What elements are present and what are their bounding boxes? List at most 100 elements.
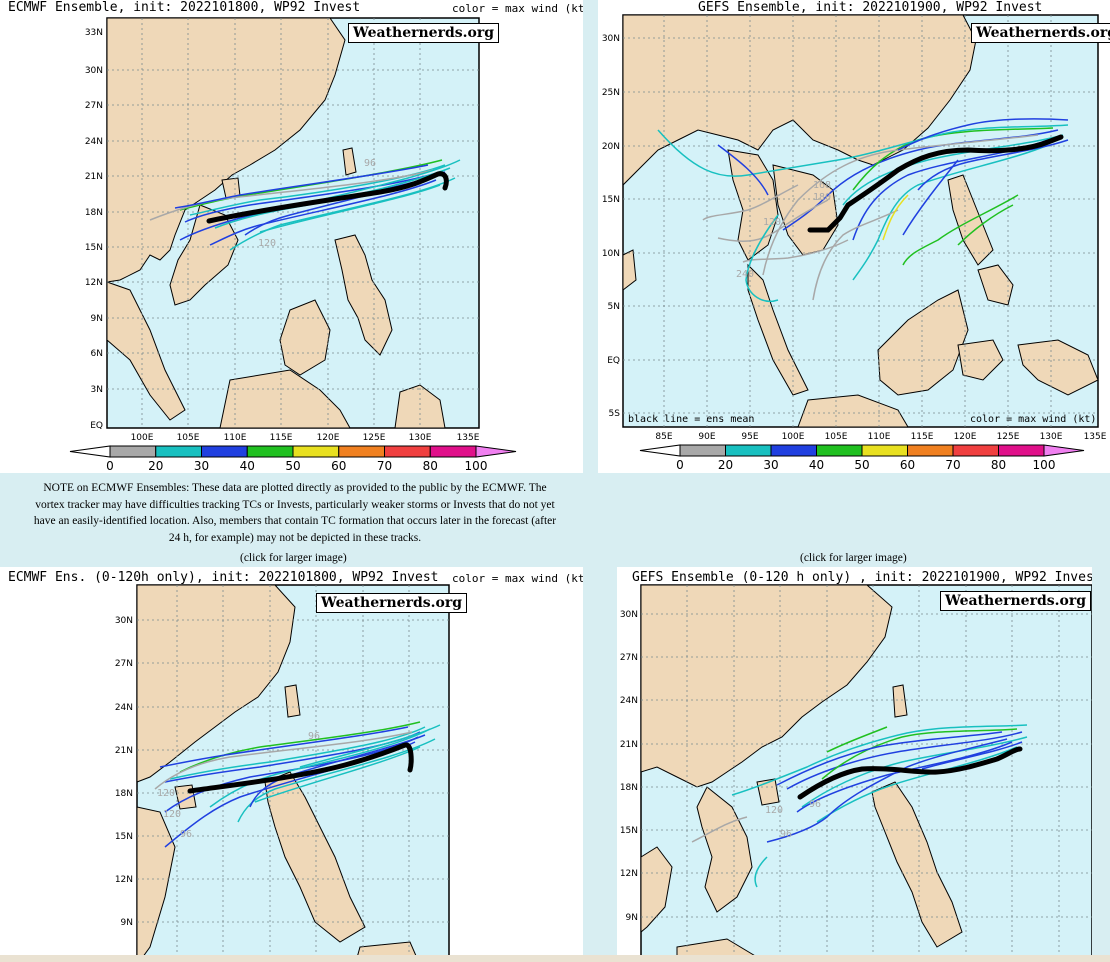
land <box>640 584 963 962</box>
svg-text:9N: 9N <box>626 913 638 923</box>
grid <box>137 585 449 962</box>
svg-text:30N: 30N <box>602 34 620 44</box>
color-key-label: color = max wind (kt) <box>452 572 583 585</box>
gefs-map[interactable]: 168 180 120 240 30N 25N 20N 15N 10N 5N E… <box>598 0 1110 473</box>
gefs-colorbar-arrow-low <box>639 444 681 457</box>
panel-title: GEFS Ensemble (0-120 h only) , init: 202… <box>632 570 1092 585</box>
ecmwf-colorbar-tick-label: 80 <box>423 459 438 473</box>
gefs-120h-map[interactable]: 120 96 96 30N 27N 24N 21N 18N 15N 12N 9N <box>617 567 1092 962</box>
bottom-strip <box>0 955 1110 962</box>
ecmwf-map[interactable]: 96 120 33N 30N 27N 24N 21N 18N 15N 12N 9… <box>0 0 583 473</box>
svg-text:24N: 24N <box>620 696 638 706</box>
svg-text:27N: 27N <box>115 659 133 669</box>
track-label-120-a: 120 <box>157 788 175 799</box>
ensemble-mean-track <box>187 742 414 794</box>
svg-text:33N: 33N <box>85 28 103 38</box>
ecmwf-120h-panel[interactable]: 96 120 120 96 30N 27N 24N 21N 18N 15N 12… <box>0 567 583 962</box>
click-for-larger-right[interactable]: (click for larger image) <box>800 552 907 564</box>
lat-labels: 30N 27N 24N 21N 18N 15N 12N 9N <box>115 616 133 928</box>
track-label-96: 96 <box>308 731 320 742</box>
svg-text:27N: 27N <box>85 101 103 111</box>
gefs-colorbar-swatch <box>816 444 863 457</box>
gefs-colorbar-tick-label: 40 <box>809 458 824 472</box>
ensemble-tracks <box>149 159 461 251</box>
ecmwf-colorbar-tick-label: 70 <box>377 459 392 473</box>
gefs-colorbar-swatch <box>907 444 954 457</box>
ensemble-mean-track <box>797 746 1023 800</box>
lat-labels: 30N 25N 20N 15N 10N 5N EQ 5S <box>602 34 620 419</box>
svg-text:18N: 18N <box>115 789 133 799</box>
panel-title: ECMWF Ens. (0-120h only), init: 20221018… <box>8 570 439 585</box>
ecmwf-colorbar-swatch <box>292 445 340 458</box>
color-key-label: color = max wind (kt) <box>970 414 1096 425</box>
gefs-colorbar-tick-label: 50 <box>854 458 869 472</box>
panel-title: ECMWF Ensemble, init: 2022101800, WP92 I… <box>8 0 361 15</box>
land <box>106 17 446 429</box>
svg-text:18N: 18N <box>620 783 638 793</box>
svg-text:25N: 25N <box>602 88 620 98</box>
svg-text:110E: 110E <box>224 433 247 443</box>
svg-text:18N: 18N <box>85 208 103 218</box>
gefs-120h-panel[interactable]: 120 96 96 30N 27N 24N 21N 18N 15N 12N 9N… <box>617 567 1092 962</box>
svg-text:100E: 100E <box>782 432 805 442</box>
lat-labels: 33N 30N 27N 24N 21N 18N 15N 12N 9N 6N 3N… <box>85 28 103 431</box>
svg-text:105E: 105E <box>825 432 848 442</box>
svg-text:100E: 100E <box>131 433 154 443</box>
ecmwf-colorbar-tick-label: 100 <box>465 459 488 473</box>
svg-text:21N: 21N <box>85 172 103 182</box>
svg-text:6N: 6N <box>91 349 103 359</box>
watermark: Weathernerds.org <box>940 591 1091 611</box>
track-label-120: 120 <box>763 217 781 228</box>
track-label-120-b: 120 <box>163 809 181 820</box>
svg-text:30N: 30N <box>85 66 103 76</box>
watermark: Weathernerds.org <box>971 23 1110 43</box>
svg-text:12N: 12N <box>115 875 133 885</box>
gefs-ensemble-panel[interactable]: 168 180 120 240 30N 25N 20N 15N 10N 5N E… <box>598 0 1110 473</box>
gefs-colorbar-tick-label: 100 <box>1033 458 1056 472</box>
svg-text:12N: 12N <box>620 869 638 879</box>
ecmwf-colorbar-swatch <box>384 445 431 458</box>
track-label-168: 168 <box>813 180 831 191</box>
ecmwf-colorbar-swatch <box>109 445 157 458</box>
mean-line-legend: black line = ens mean <box>628 414 754 425</box>
gefs-colorbar-swatch <box>770 444 817 457</box>
svg-text:30N: 30N <box>115 616 133 626</box>
watermark: Weathernerds.org <box>316 593 467 613</box>
ecmwf-ensemble-panel[interactable]: 96 120 33N 30N 27N 24N 21N 18N 15N 12N 9… <box>0 0 583 473</box>
color-bar: 0 20 30 40 50 60 70 80 100 <box>639 444 1085 472</box>
ensemble-tracks <box>154 721 441 848</box>
ensemble-mean-track <box>206 171 449 224</box>
svg-text:9N: 9N <box>91 314 103 324</box>
svg-text:125E: 125E <box>997 432 1020 442</box>
svg-text:115E: 115E <box>911 432 934 442</box>
svg-text:95E: 95E <box>741 432 758 442</box>
gefs-colorbar-tick-label: 30 <box>763 458 778 472</box>
ecmwf-120h-map[interactable]: 96 120 120 96 30N 27N 24N 21N 18N 15N 12… <box>0 567 583 962</box>
ecmwf-colorbar-swatch <box>429 445 477 458</box>
svg-text:130E: 130E <box>409 433 432 443</box>
svg-text:20N: 20N <box>602 142 620 152</box>
ecmwf-note: NOTE on ECMWF Ensembles: These data are … <box>33 482 557 544</box>
track-label-96-b: 96 <box>780 829 792 840</box>
ecmwf-colorbar-swatch <box>246 445 294 458</box>
svg-text:115E: 115E <box>270 433 293 443</box>
gefs-colorbar-tick-label: 80 <box>991 458 1006 472</box>
color-key-label: color = max wind (kt) <box>452 2 583 15</box>
ecmwf-colorbar-tick-label: 50 <box>285 459 300 473</box>
svg-text:135E: 135E <box>1084 432 1107 442</box>
gefs-colorbar-tick-label: 70 <box>945 458 960 472</box>
svg-text:15N: 15N <box>602 195 620 205</box>
track-label-96-a: 96 <box>809 799 821 810</box>
svg-text:120E: 120E <box>954 432 977 442</box>
click-for-larger-left[interactable]: (click for larger image) <box>240 552 347 564</box>
ecmwf-colorbar-tick-label: 20 <box>148 459 163 473</box>
ecmwf-colorbar-tick-label: 30 <box>194 459 209 473</box>
ensemble-mean-track <box>807 134 1064 233</box>
gefs-colorbar-swatch <box>861 444 908 457</box>
svg-text:125E: 125E <box>363 433 386 443</box>
svg-text:12N: 12N <box>85 278 103 288</box>
ecmwf-colorbar-arrow-low <box>69 445 111 458</box>
gefs-colorbar-swatch <box>952 444 999 457</box>
ecmwf-colorbar-tick-label: 40 <box>240 459 255 473</box>
ensemble-tracks <box>691 724 1028 888</box>
